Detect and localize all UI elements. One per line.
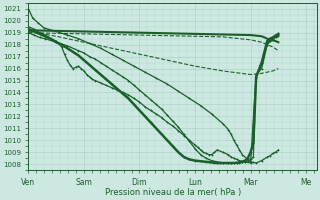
X-axis label: Pression niveau de la mer( hPa ): Pression niveau de la mer( hPa ) — [105, 188, 241, 197]
